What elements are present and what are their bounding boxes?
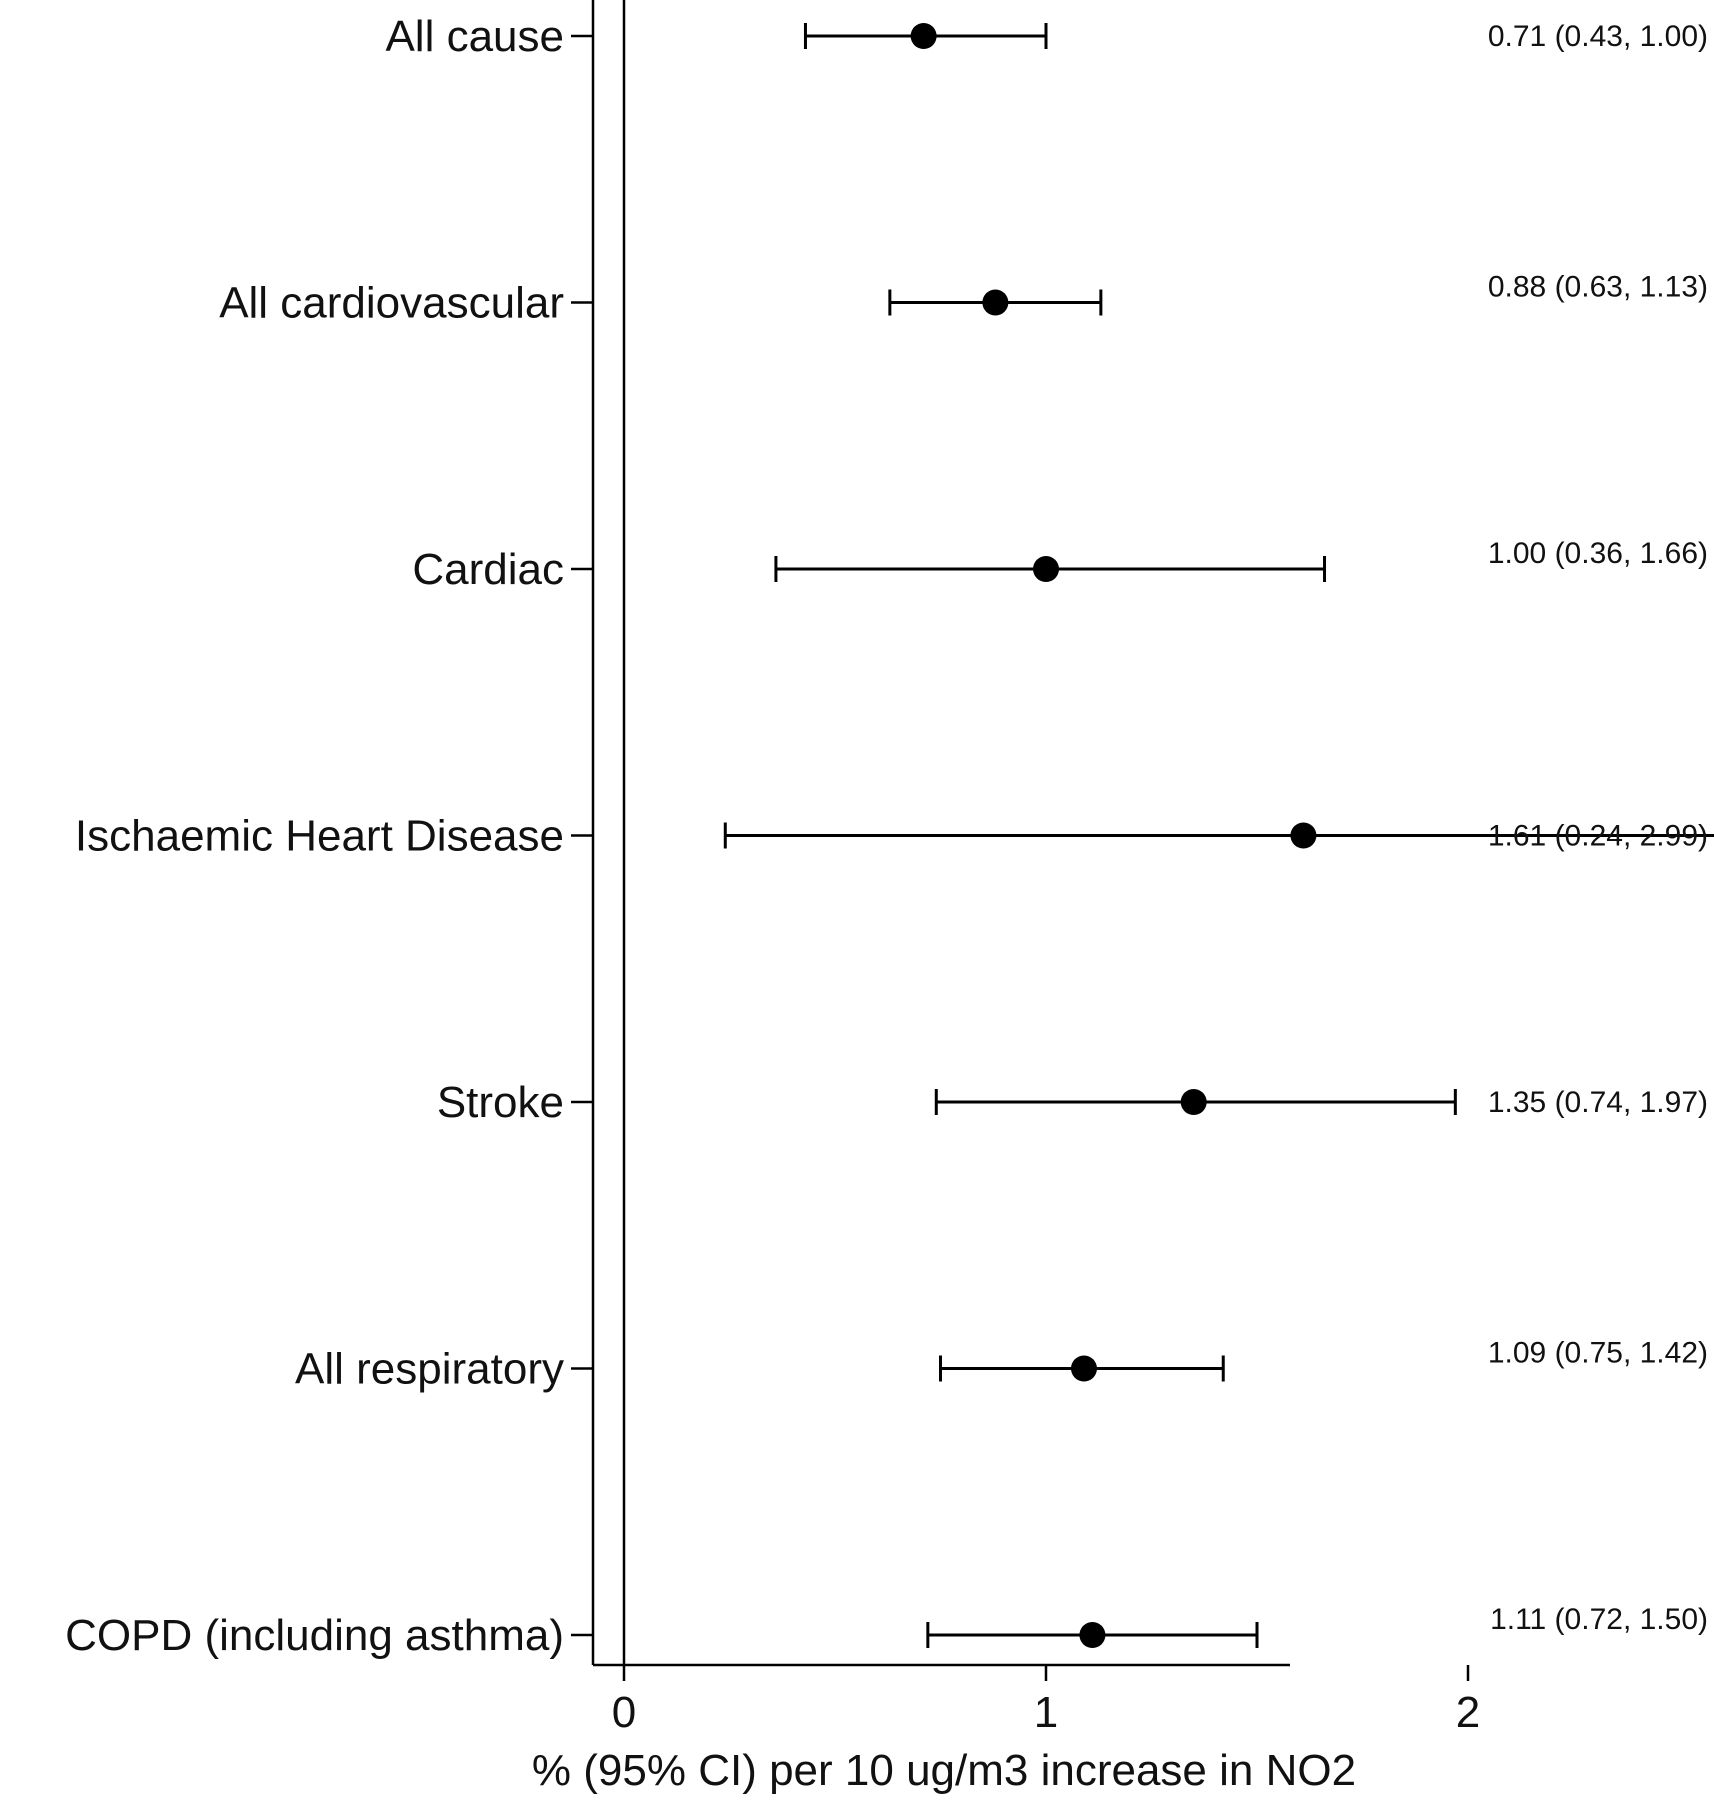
estimate-label-1: 0.88 (0.63, 1.13) <box>1488 271 1708 304</box>
x-axis-title: % (95% CI) per 10 ug/m3 increase in NO2 <box>532 1746 1356 1795</box>
point-estimate-5 <box>1070 1355 1097 1382</box>
estimate-label-0: 0.71 (0.43, 1.00) <box>1488 20 1708 53</box>
plot-marks <box>723 23 1714 1648</box>
point-estimate-4 <box>1180 1089 1207 1115</box>
category-label-4: Stroke <box>437 1078 564 1127</box>
estimate-label-4: 1.35 (0.74, 1.97) <box>1488 1086 1708 1119</box>
category-label-1: All cardiovascular <box>219 279 564 328</box>
category-label-3: Ischaemic Heart Disease <box>75 812 564 861</box>
point-estimate-3 <box>1290 822 1317 849</box>
point-estimate-1 <box>982 289 1009 316</box>
category-label-2: Cardiac <box>412 545 564 594</box>
point-estimate-0 <box>910 23 937 49</box>
x-tick-label-0: 0 <box>612 1688 636 1737</box>
category-label-6: COPD (including asthma) <box>65 1611 564 1660</box>
point-estimate-6 <box>1079 1622 1106 1648</box>
estimate-label-3: 1.61 (0.24, 2.99) <box>1488 820 1708 853</box>
category-label-5: All respiratory <box>295 1345 564 1394</box>
x-tick-label-2: 2 <box>1456 1688 1480 1737</box>
point-estimate-2 <box>1033 556 1059 582</box>
estimate-label-6: 1.11 (0.72, 1.50) <box>1490 1603 1708 1636</box>
estimate-label-5: 1.09 (0.75, 1.42) <box>1488 1337 1708 1370</box>
x-tick-label-1: 1 <box>1034 1688 1058 1737</box>
plot-labels: All cause 0.71 (0.43, 1.00) All cardiovasc… <box>65 12 1708 1660</box>
plot-axes: 0123 <box>571 0 1480 1737</box>
estimate-label-2: 1.00 (0.36, 1.66) <box>1488 537 1708 570</box>
category-label-0: All cause <box>385 12 564 61</box>
